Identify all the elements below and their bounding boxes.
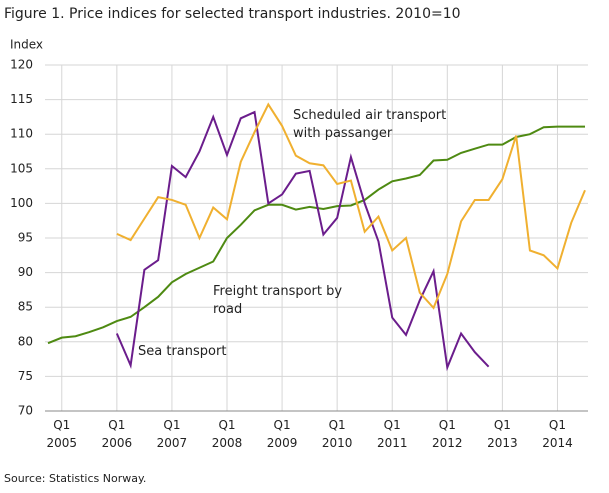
x-tick-label-part: Q1 <box>494 418 511 432</box>
y-tick-label: 80 <box>18 334 33 348</box>
x-tick-label-part: Q1 <box>218 418 235 432</box>
x-tick-label: Q1 2014 <box>542 418 573 450</box>
y-tick-label: 85 <box>18 300 33 314</box>
x-tick-label-part: Q1 <box>439 418 456 432</box>
x-tick-label: Q1 2008 <box>212 418 243 450</box>
x-tick-label-part: Q1 <box>108 418 125 432</box>
x-tick-label-part: 2010 <box>322 436 353 450</box>
y-axis-label: Index <box>10 38 43 52</box>
x-tick-label-part: 2007 <box>157 436 188 450</box>
y-tick-label: 75 <box>18 369 33 383</box>
x-tick-label: Q1 2007 <box>157 418 188 450</box>
x-tick-label: Q1 2005 <box>46 418 77 450</box>
line-series <box>47 125 585 345</box>
y-tick-label: 95 <box>18 231 33 245</box>
y-tick-label: 70 <box>18 404 33 418</box>
x-tick-label-part: Q1 <box>163 418 180 432</box>
x-tick-label: Q1 2010 <box>322 418 353 450</box>
source: Source: Statistics Norway. <box>4 472 146 485</box>
x-tick-label: Q1 2011 <box>377 418 408 450</box>
series-label: Scheduled air transport with passanger <box>293 108 446 141</box>
x-tick-label-part: 2009 <box>267 436 298 450</box>
series-label-line: Freight transport by <box>213 284 342 299</box>
y-tick-label: 120 <box>10 58 33 72</box>
x-tick-label: Q1 2013 <box>487 418 518 450</box>
x-tick-label-part: 2013 <box>487 436 518 450</box>
series-label-line: Sea transport <box>138 344 226 359</box>
x-tick-label-part: 2014 <box>542 436 573 450</box>
line-series <box>116 102 586 310</box>
y-tick-label: 100 <box>10 196 33 210</box>
chart-title: Figure 1. Price indices for selected tra… <box>4 6 461 22</box>
x-tick-label-part: 2008 <box>212 436 243 450</box>
x-tick-label-part: 2011 <box>377 436 408 450</box>
series-label-line: with passanger <box>293 126 393 141</box>
x-tick-label-part: 2005 <box>46 436 77 450</box>
x-tick-label-part: Q1 <box>329 418 346 432</box>
x-tick-label-part: 2012 <box>432 436 463 450</box>
x-tick-label-part: Q1 <box>549 418 566 432</box>
x-tick-label-part: Q1 <box>274 418 291 432</box>
x-tick-label-part: Q1 <box>53 418 70 432</box>
series-label-line: Scheduled air transport <box>293 108 446 123</box>
x-tick-label-part: Q1 <box>384 418 401 432</box>
y-tick-label: 110 <box>10 127 33 141</box>
y-tick-label: 90 <box>18 265 33 279</box>
y-tick-label: 105 <box>10 161 33 175</box>
x-tick-label: Q1 2009 <box>267 418 298 450</box>
series-label: Sea transport <box>138 344 226 359</box>
x-tick-label: Q1 2012 <box>432 418 463 450</box>
series-label: Freight transport by road <box>213 284 342 317</box>
x-tick-label-part: 2006 <box>102 436 133 450</box>
line-series <box>115 110 490 372</box>
series-label-line: road <box>213 302 242 317</box>
x-tick-label: Q1 2006 <box>102 418 133 450</box>
y-tick-label: 115 <box>10 92 33 106</box>
